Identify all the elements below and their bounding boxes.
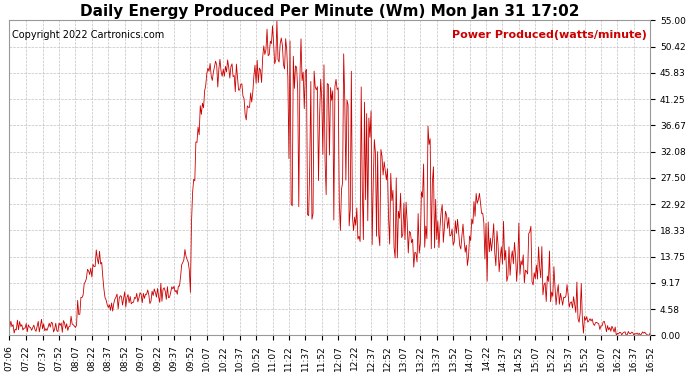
Title: Daily Energy Produced Per Minute (Wm) Mon Jan 31 17:02: Daily Energy Produced Per Minute (Wm) Mo… <box>80 4 579 19</box>
Text: Copyright 2022 Cartronics.com: Copyright 2022 Cartronics.com <box>12 30 164 40</box>
Text: Power Produced(watts/minute): Power Produced(watts/minute) <box>452 30 647 40</box>
